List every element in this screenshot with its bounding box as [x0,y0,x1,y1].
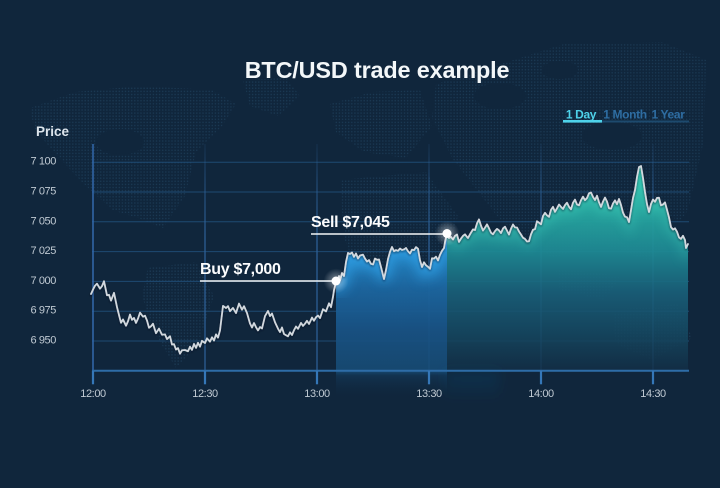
svg-text:Sell $7,045: Sell $7,045 [311,214,390,231]
svg-text:13:30: 13:30 [416,388,442,400]
svg-text:1 Month: 1 Month [603,108,647,122]
svg-text:7 000: 7 000 [30,275,56,287]
svg-text:14:00: 14:00 [528,388,554,400]
svg-text:7 050: 7 050 [30,215,56,227]
svg-text:12:00: 12:00 [80,388,106,400]
svg-text:7 100: 7 100 [30,156,56,168]
svg-text:Buy $7,000: Buy $7,000 [200,261,281,278]
svg-text:1 Year: 1 Year [651,108,685,122]
svg-text:6 950: 6 950 [30,335,56,347]
svg-text:7 025: 7 025 [30,245,56,257]
svg-text:BTC/USD trade example: BTC/USD trade example [245,57,510,83]
svg-text:12:30: 12:30 [192,388,218,400]
svg-text:6 975: 6 975 [30,305,56,317]
svg-text:7 075: 7 075 [30,186,56,198]
svg-text:1 Day: 1 Day [566,108,597,122]
svg-text:13:00: 13:00 [304,388,330,400]
svg-text:Price: Price [36,124,70,139]
svg-text:14:30: 14:30 [640,388,666,400]
